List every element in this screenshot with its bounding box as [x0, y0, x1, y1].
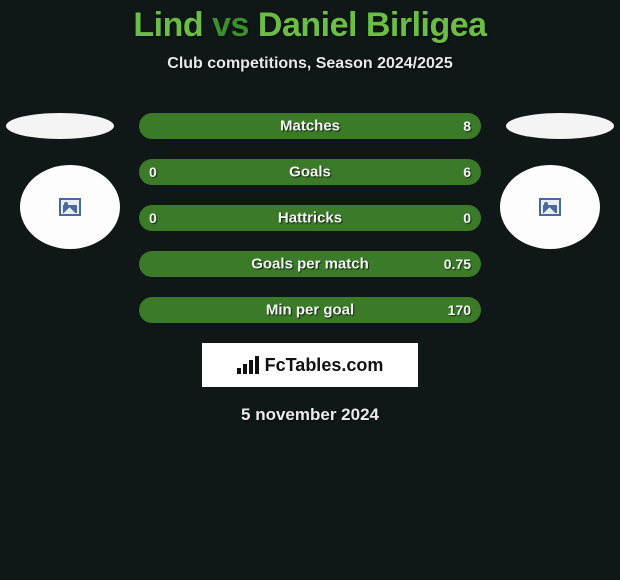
stat-row-hattricks: 0 Hattricks 0 [139, 205, 481, 231]
stat-row-matches: Matches 8 [139, 113, 481, 139]
player2-avatar [500, 165, 600, 249]
image-placeholder-icon [539, 198, 561, 216]
vs-label: vs [212, 6, 249, 44]
stat-row-goals: 0 Goals 6 [139, 159, 481, 185]
stat-right-value: 6 [463, 164, 471, 180]
source-name: FcTables.com [265, 355, 384, 376]
stat-label: Min per goal [266, 302, 354, 319]
stat-right-value: 8 [463, 118, 471, 134]
stat-label: Goals per match [251, 256, 369, 273]
left-shadow-ellipse [6, 113, 114, 139]
right-shadow-ellipse [506, 113, 614, 139]
stat-row-mpg: Min per goal 170 [139, 297, 481, 323]
player1-name: Lind [133, 6, 203, 44]
bar-chart-icon [237, 356, 259, 374]
stat-left-value: 0 [149, 210, 157, 226]
date-label: 5 november 2024 [0, 405, 620, 425]
stat-label: Goals [289, 164, 331, 181]
image-placeholder-icon [59, 198, 81, 216]
stat-right-value: 0 [463, 210, 471, 226]
stat-right-value: 170 [448, 302, 471, 318]
stats-list: Matches 8 0 Goals 6 0 Hattricks 0 [139, 113, 481, 323]
player2-name: Daniel Birligea [258, 6, 487, 44]
stat-row-gpm: Goals per match 0.75 [139, 251, 481, 277]
subtitle: Club competitions, Season 2024/2025 [0, 55, 620, 73]
page-title: Lind vs Daniel Birligea [0, 6, 620, 45]
stat-left-value: 0 [149, 164, 157, 180]
stat-label: Matches [280, 118, 340, 135]
comparison-card: Lind vs Daniel Birligea Club competition… [0, 0, 620, 580]
stat-label: Hattricks [278, 210, 342, 227]
source-badge[interactable]: FcTables.com [202, 343, 418, 387]
stat-right-value: 0.75 [444, 256, 471, 272]
player1-avatar [20, 165, 120, 249]
main-area: Matches 8 0 Goals 6 0 Hattricks 0 [0, 113, 620, 425]
